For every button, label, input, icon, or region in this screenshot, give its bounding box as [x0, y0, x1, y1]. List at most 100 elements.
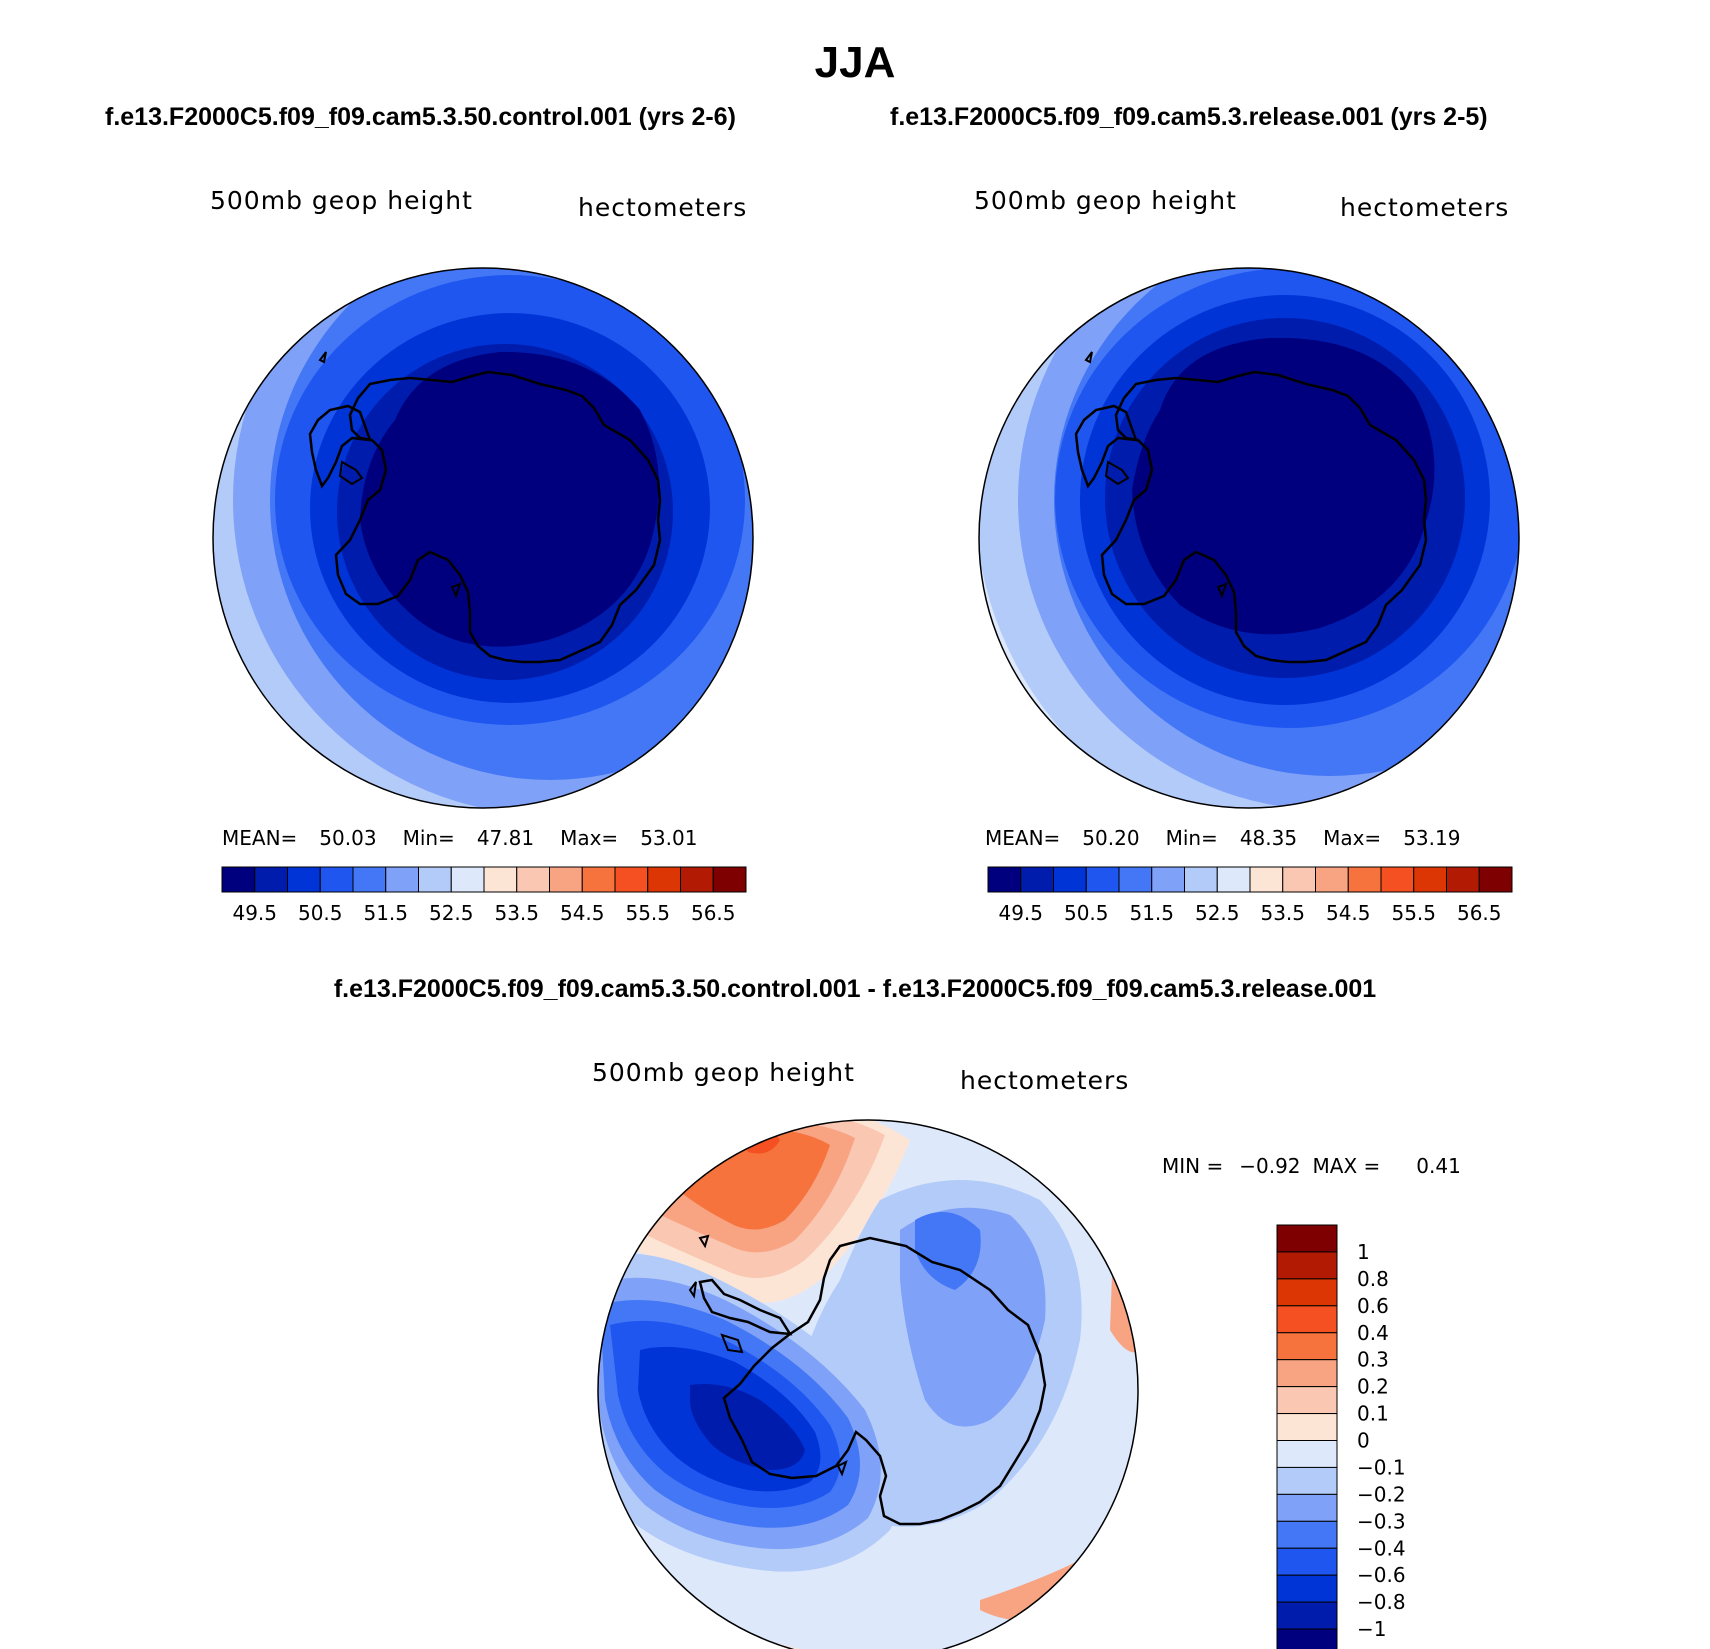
min-value: 48.35	[1239, 826, 1298, 850]
colorbar-tick-label: 49.5	[232, 901, 277, 925]
colorbar-tick-label: 49.5	[998, 901, 1043, 925]
colorbar-swatch	[1216, 866, 1251, 893]
colorbar-swatch	[1282, 866, 1316, 893]
colorbar-tick-label: 1	[1357, 1240, 1370, 1264]
colorbar-swatch	[1118, 866, 1153, 893]
colorbar-swatch	[1276, 1224, 1338, 1253]
colorbar-swatch	[352, 866, 387, 893]
colorbar-swatch	[712, 866, 747, 893]
colorbar-swatch	[647, 866, 681, 893]
colorbar-swatch	[987, 866, 1022, 893]
panel-1-case-title: f.e13.F2000C5.f09_f09.cam5.3.50.control.…	[105, 103, 736, 131]
max-label: Max=	[560, 826, 619, 850]
panel-3-map	[597, 1119, 1139, 1649]
colorbar-swatch	[1276, 1251, 1338, 1280]
panel-2-stats: MEAN= 50.20 Min= 48.35 Max= 53.19	[985, 826, 1460, 850]
max-value: 53.19	[1403, 826, 1461, 850]
panel-3-variable-label: 500mb geop height	[592, 1058, 855, 1087]
colorbar-swatch	[1276, 1413, 1338, 1441]
panel-2-variable-label: 500mb geop height	[974, 186, 1237, 215]
colorbar-tick-label: 56.5	[691, 901, 736, 925]
colorbar-swatch	[1249, 866, 1284, 893]
colorbar-tick-label: 54.5	[1326, 901, 1371, 925]
colorbar-tick-label: −0.8	[1357, 1590, 1406, 1614]
panel-2-map	[978, 267, 1520, 809]
colorbar-tick-label: 50.5	[298, 901, 343, 925]
colorbar-swatch	[614, 866, 649, 893]
colorbar-tick-label: −0.4	[1357, 1536, 1406, 1560]
colorbar-swatch	[1020, 866, 1054, 893]
colorbar-swatch	[1276, 1440, 1338, 1468]
colorbar-tick-label: 53.5	[494, 901, 539, 925]
colorbar-swatch	[1276, 1278, 1338, 1307]
colorbar-tick-label: −1	[1357, 1617, 1386, 1641]
colorbar-tick-label: 52.5	[429, 901, 474, 925]
panel-2-colorbar: 49.5 50.5 51.5 52.5 53.5 54.5 55.5 56.5	[987, 866, 1513, 925]
colorbar-swatch	[1315, 866, 1349, 893]
colorbar-swatch	[1478, 866, 1513, 893]
colorbar-tick-label: 0	[1357, 1429, 1370, 1453]
panel-3-colorbar: 1 0.8 0.6 0.4 0.3 0.2 0.1 0−0.1 −0.2 −0.3 −0.4 −0.6…	[1276, 1224, 1406, 1649]
colorbar-swatch	[1276, 1574, 1338, 1603]
colorbar-swatch	[1380, 866, 1415, 893]
mean-value: 50.03	[319, 826, 377, 850]
colorbar-swatch	[1276, 1520, 1338, 1549]
min-label: Min=	[402, 826, 455, 850]
colorbar-swatch	[1184, 866, 1218, 893]
min-label: MIN =	[1162, 1154, 1224, 1178]
mean-value: 50.20	[1082, 826, 1140, 850]
colorbar-swatch	[1085, 866, 1120, 893]
colorbar-tick-label: 0.6	[1357, 1294, 1389, 1318]
mean-label: MEAN=	[222, 826, 298, 850]
min-label: Min=	[1165, 826, 1218, 850]
panel-2-units-label: hectometers	[1340, 193, 1510, 222]
colorbar-swatch	[1276, 1493, 1338, 1522]
colorbar-tick-label: 54.5	[560, 901, 605, 925]
panel-3-stats: MIN = −0.92 MAX = 0.41	[1162, 1154, 1461, 1178]
colorbar-swatch	[1276, 1628, 1338, 1649]
colorbar-swatch	[254, 866, 288, 893]
colorbar-swatch	[1276, 1601, 1338, 1630]
panel-1-map	[212, 267, 754, 809]
panel-2-case-title: f.e13.F2000C5.f09_f09.cam5.3.release.001…	[890, 103, 1488, 131]
colorbar-tick-label: 51.5	[1129, 901, 1174, 925]
panel-3-case-title: f.e13.F2000C5.f09_f09.cam5.3.50.control.…	[333, 975, 1377, 1003]
colorbar-swatch	[1276, 1386, 1338, 1415]
colorbar-tick-label: 55.5	[1391, 901, 1436, 925]
panel-1-units-label: hectometers	[578, 193, 748, 222]
colorbar-tick-label: 0.1	[1357, 1402, 1389, 1426]
panel-1-variable-label: 500mb geop height	[210, 186, 473, 215]
colorbar-tick-label: 0.4	[1357, 1321, 1389, 1345]
colorbar-tick-label: −0.3	[1357, 1509, 1406, 1533]
colorbar-tick-label: −0.6	[1357, 1563, 1406, 1587]
panel-3-units-label: hectometers	[960, 1066, 1130, 1095]
colorbar-swatch	[549, 866, 583, 893]
colorbar-swatch	[1053, 866, 1087, 893]
colorbar-swatch	[1347, 866, 1382, 893]
max-value: 0.41	[1416, 1154, 1461, 1178]
colorbar-swatch	[385, 866, 419, 893]
figure-title: JJA	[814, 38, 896, 87]
mean-label: MEAN=	[985, 826, 1061, 850]
colorbar-swatch	[1276, 1466, 1338, 1495]
colorbar-swatch	[1276, 1305, 1338, 1334]
colorbar-swatch	[221, 866, 256, 893]
min-value: 47.81	[476, 826, 535, 850]
colorbar-tick-label: 53.5	[1260, 901, 1305, 925]
colorbar-swatch	[1276, 1547, 1338, 1576]
colorbar-swatch	[1413, 866, 1447, 893]
max-label: MAX =	[1312, 1154, 1381, 1178]
panel-1-colorbar: 49.5 50.5 51.5 52.5 53.5 54.5 55.5 56.5	[221, 866, 747, 925]
panel-1-stats: MEAN= 50.03 Min= 47.81 Max= 53.01	[222, 826, 697, 850]
colorbar-swatch	[483, 866, 518, 893]
colorbar-swatch	[418, 866, 452, 893]
colorbar-swatch	[581, 866, 616, 893]
colorbar-swatch	[680, 866, 714, 893]
colorbar-swatch	[319, 866, 354, 893]
colorbar-tick-label: −0.1	[1357, 1455, 1406, 1479]
colorbar-swatch	[516, 866, 550, 893]
colorbar-swatch	[287, 866, 321, 893]
colorbar-swatch	[1276, 1332, 1338, 1361]
min-value: −0.92	[1239, 1154, 1301, 1178]
colorbar-tick-label: −0.2	[1357, 1482, 1406, 1506]
